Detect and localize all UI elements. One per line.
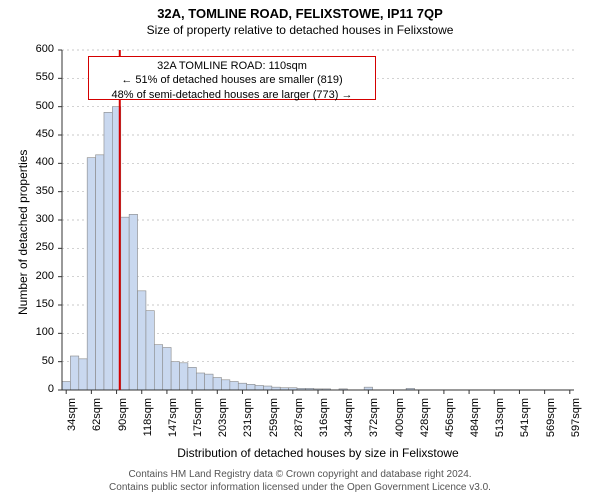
x-tick-label: 175sqm [192,398,204,458]
x-tick-label: 203sqm [217,398,229,458]
y-tick-label: 150 [0,298,54,310]
footer: Contains HM Land Registry data © Crown c… [0,468,600,494]
x-tick-label: 400sqm [394,398,406,458]
y-tick-label: 450 [0,128,54,140]
x-tick-label: 372sqm [368,398,380,458]
y-tick-label: 600 [0,43,54,55]
x-tick-label: 287sqm [293,398,305,458]
x-tick-label: 513sqm [494,398,506,458]
x-tick-label: 597sqm [570,398,582,458]
y-tick-label: 250 [0,241,54,253]
x-tick-label: 118sqm [142,398,154,458]
x-tick-label: 541sqm [519,398,531,458]
property-callout: 32A TOMLINE ROAD: 110sqm ← 51% of detach… [88,56,376,100]
x-tick-label: 484sqm [469,398,481,458]
y-tick-label: 50 [0,355,54,367]
x-tick-label: 316sqm [318,398,330,458]
callout-line-3: 48% of semi-detached houses are larger (… [93,88,371,102]
histogram-chart: Number of detached properties Distributi… [0,0,600,500]
x-tick-label: 428sqm [419,398,431,458]
x-tick-label: 456sqm [444,398,456,458]
y-axis-label: Number of detached properties [16,150,30,315]
y-tick-label: 400 [0,156,54,168]
y-tick-label: 300 [0,213,54,225]
x-tick-label: 231sqm [242,398,254,458]
footer-line-2: Contains public sector information licen… [0,481,600,494]
y-tick-label: 0 [0,383,54,395]
y-tick-label: 200 [0,270,54,282]
x-tick-label: 259sqm [268,398,280,458]
y-tick-label: 100 [0,326,54,338]
y-tick-label: 550 [0,71,54,83]
x-tick-label: 34sqm [66,398,78,458]
x-tick-label: 569sqm [545,398,557,458]
x-tick-label: 344sqm [343,398,355,458]
callout-line-2: ← 51% of detached houses are smaller (81… [93,73,371,87]
x-tick-label: 90sqm [117,398,129,458]
y-tick-label: 500 [0,100,54,112]
callout-line-1: 32A TOMLINE ROAD: 110sqm [93,59,371,73]
x-tick-label: 147sqm [167,398,179,458]
y-tick-label: 350 [0,185,54,197]
x-tick-label: 62sqm [91,398,103,458]
footer-line-1: Contains HM Land Registry data © Crown c… [0,468,600,481]
